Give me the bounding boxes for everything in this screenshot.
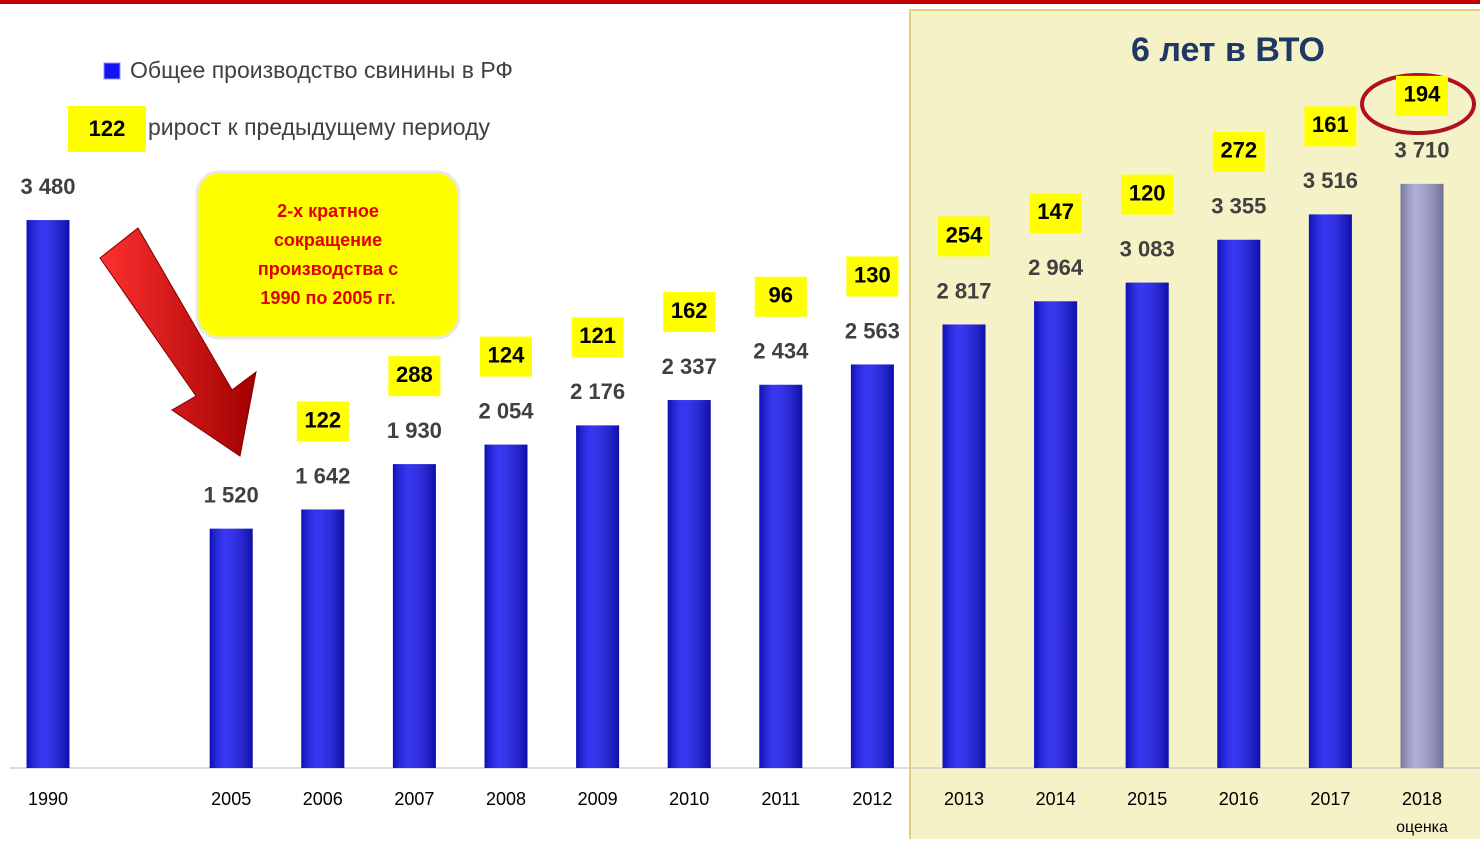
annotation-line: 1990 по 2005 гг. xyxy=(260,288,395,308)
bar xyxy=(1034,301,1078,768)
bar xyxy=(850,364,894,768)
x-tick-label: 2016 xyxy=(1219,789,1259,809)
increment-box xyxy=(571,317,624,358)
increment-box xyxy=(1304,106,1357,147)
value-label: 2 054 xyxy=(478,398,534,423)
value-label: 2 563 xyxy=(845,318,900,343)
bar xyxy=(392,464,436,768)
increment-label: 147 xyxy=(1037,199,1074,224)
value-label: 2 964 xyxy=(1028,255,1084,280)
increment-label: 120 xyxy=(1129,180,1166,205)
increment-label: 194 xyxy=(1404,82,1441,107)
bar xyxy=(209,528,253,768)
increment-box xyxy=(296,401,349,442)
legend-label: Общее производство свинины в РФ xyxy=(130,57,513,83)
x-tick-label: 2014 xyxy=(1036,789,1076,809)
increment-label: 254 xyxy=(946,222,983,247)
x-note: оценка xyxy=(1396,819,1448,836)
increment-label: 272 xyxy=(1220,138,1257,163)
bar xyxy=(576,425,620,768)
increment-box xyxy=(480,336,532,377)
value-label: 3 516 xyxy=(1303,168,1358,193)
increment-label: 130 xyxy=(854,262,891,287)
x-tick-label: 2013 xyxy=(944,789,984,809)
value-label: 2 337 xyxy=(662,354,717,379)
bar xyxy=(1217,239,1261,768)
increment-label: 124 xyxy=(488,342,525,367)
legend-increment: 122 xyxy=(89,116,126,141)
x-tick-label: 2005 xyxy=(211,789,251,809)
increment-box xyxy=(663,292,716,333)
increment-label: 288 xyxy=(396,362,433,387)
value-label: 2 176 xyxy=(570,379,625,404)
bar xyxy=(26,220,70,769)
increment-label: 162 xyxy=(671,298,708,323)
x-tick-label: 2017 xyxy=(1310,789,1350,809)
value-label: 1 642 xyxy=(295,463,350,488)
value-label: 2 817 xyxy=(936,278,991,303)
wto-panel xyxy=(909,9,1480,841)
increment-box xyxy=(388,356,441,397)
value-label: 1 930 xyxy=(387,418,442,443)
x-tick-label: 1990 xyxy=(28,789,68,809)
annotation-line: производства с xyxy=(258,259,398,279)
increment-label: 96 xyxy=(769,283,793,308)
x-tick-label: 2007 xyxy=(394,789,434,809)
increment-box xyxy=(754,276,807,317)
panel-title: 6 лет в ВТО xyxy=(1131,31,1325,69)
annotation-line: 2-х кратное xyxy=(277,201,379,221)
annotation-box xyxy=(195,170,461,340)
increment-box xyxy=(1121,174,1174,215)
x-tick-label: 2006 xyxy=(303,789,343,809)
annotation: 2-х кратное сокращение производства с 1990 … xyxy=(258,201,398,308)
legend-label: рирост к предыдущему периоду xyxy=(148,114,491,140)
x-tick-label: 2015 xyxy=(1127,789,1167,809)
top-rule xyxy=(0,0,1480,4)
increment-box xyxy=(1212,131,1265,172)
value-label: 1 520 xyxy=(204,482,259,507)
value-label: 3 355 xyxy=(1211,194,1266,219)
x-tick-label: 2008 xyxy=(486,789,526,809)
x-tick-label: 2012 xyxy=(852,789,892,809)
value-label: 3 083 xyxy=(1120,236,1175,261)
bar xyxy=(484,444,528,768)
legend-swatch xyxy=(103,62,121,80)
highlight-ring xyxy=(1360,73,1476,135)
increment-box xyxy=(1396,75,1448,116)
bar xyxy=(942,324,986,768)
x-tick-label: 2018 xyxy=(1402,789,1442,809)
bar xyxy=(301,509,345,768)
value-label: 3 480 xyxy=(20,174,75,199)
decline-arrow xyxy=(99,227,257,457)
increment-label: 122 xyxy=(304,407,341,432)
increment-box xyxy=(938,216,990,257)
bar xyxy=(1308,214,1352,769)
annotation-line: сокращение xyxy=(274,230,382,250)
bar xyxy=(1125,282,1169,768)
x-tick-label: 2010 xyxy=(669,789,709,809)
bar xyxy=(1400,183,1444,769)
increment-box xyxy=(846,256,899,297)
increment-label: 161 xyxy=(1312,112,1349,137)
x-tick-label: 2011 xyxy=(761,789,800,809)
increment-box xyxy=(1029,193,1082,234)
x-tick-label: 2009 xyxy=(578,789,618,809)
increment-label: 121 xyxy=(579,323,616,348)
bar xyxy=(759,384,803,768)
legend-increment-box xyxy=(68,106,146,152)
value-label: 3 710 xyxy=(1394,138,1449,163)
bar xyxy=(667,400,711,768)
value-label: 2 434 xyxy=(753,339,809,364)
